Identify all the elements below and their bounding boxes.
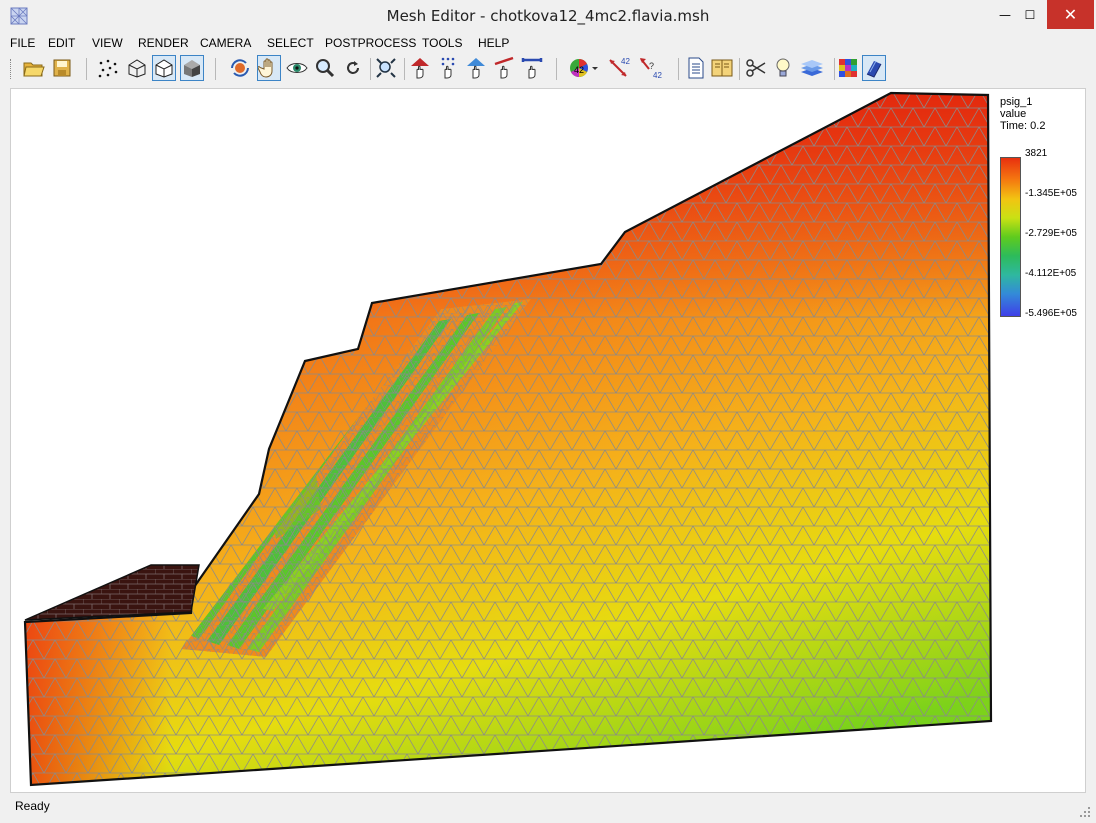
close-icon: ✕ — [1063, 5, 1078, 24]
query-icon[interactable]: ? 42 — [637, 55, 667, 81]
eye-view-icon[interactable] — [285, 55, 309, 81]
open-folder-icon[interactable] — [22, 55, 46, 81]
legend-time: Time: 0.2 — [1000, 120, 1046, 132]
mesh-viewport[interactable] — [10, 88, 1086, 793]
label-numbers-icon[interactable]: 42 — [607, 55, 637, 81]
menu-render[interactable]: RENDER — [138, 36, 189, 50]
color-wheel-icon[interactable]: 42 — [568, 55, 600, 81]
refresh-icon[interactable] — [341, 55, 365, 81]
pan-hand-icon[interactable] — [257, 55, 281, 81]
notebook-icon[interactable] — [710, 55, 734, 81]
maximize-icon: ☐ — [1024, 7, 1036, 22]
solid-view-icon[interactable] — [180, 55, 204, 81]
hidden-line-view-icon[interactable] — [152, 55, 176, 81]
status-text: Ready — [15, 799, 50, 813]
toolbar-separator — [86, 58, 87, 80]
toolbar-separator — [834, 58, 835, 80]
select-points-icon[interactable] — [436, 55, 460, 81]
lightbulb-icon[interactable] — [771, 55, 795, 81]
menu-select[interactable]: SELECT — [267, 36, 314, 50]
wireframe-view-icon[interactable] — [125, 55, 149, 81]
toolbar-separator — [678, 58, 679, 80]
select-element-icon[interactable] — [464, 55, 488, 81]
svg-text:42: 42 — [621, 57, 630, 66]
window-title: Mesh Editor - chotkova12_4mc2.flavia.msh — [386, 7, 710, 25]
save-icon[interactable] — [50, 55, 74, 81]
resize-grip-icon[interactable] — [1080, 807, 1090, 817]
points-view-icon[interactable] — [96, 55, 120, 81]
menu-help[interactable]: HELP — [478, 36, 510, 50]
toolbar-separator — [739, 58, 740, 80]
rotate-icon[interactable] — [228, 55, 252, 81]
zoom-fit-icon[interactable] — [374, 55, 398, 81]
layers-icon[interactable] — [799, 55, 825, 81]
legend: psig_1 value Time: 0.2 — [1000, 96, 1090, 132]
scale-tick: -2.729E+05 — [1025, 228, 1077, 239]
palette-grid-icon[interactable] — [836, 55, 860, 81]
title-bar: Mesh Editor - chotkova12_4mc2.flavia.msh… — [0, 0, 1096, 32]
scale-tick: -1.345E+05 — [1025, 188, 1077, 199]
menu-edit[interactable]: EDIT — [48, 36, 76, 50]
book-icon[interactable] — [862, 55, 886, 81]
mesh-app-icon — [10, 7, 28, 25]
svg-text:?: ? — [649, 61, 654, 71]
menu-file[interactable]: FILE — [10, 36, 36, 50]
legend-variable: psig_1 — [1000, 96, 1033, 108]
svg-text:42: 42 — [574, 65, 584, 75]
menu-camera[interactable]: CAMERA — [200, 36, 252, 50]
toolbar-separator — [215, 58, 216, 80]
scissors-icon[interactable] — [744, 55, 768, 81]
select-line-icon[interactable] — [492, 55, 516, 81]
toolbar-grip[interactable] — [10, 59, 14, 79]
minimize-icon: — — [999, 7, 1011, 22]
close-button[interactable]: ✕ — [1047, 0, 1094, 29]
mesh-plot[interactable] — [11, 89, 1085, 792]
scale-tick-min: -5.496E+05 — [1025, 308, 1077, 319]
color-scale-bar — [1000, 157, 1021, 317]
menu-bar: FILE EDIT VIEW RENDER CAMERA SELECT POST… — [10, 33, 518, 53]
menu-postprocess[interactable]: POSTPROCESS — [325, 36, 417, 50]
toolbar: 42 42 ? 42 — [10, 55, 1086, 85]
document-icon[interactable] — [684, 55, 708, 81]
scale-tick: -4.112E+05 — [1025, 268, 1077, 279]
scale-tick-max: 3821 — [1025, 148, 1048, 159]
menu-view[interactable]: VIEW — [92, 36, 123, 50]
zoom-icon[interactable] — [313, 55, 337, 81]
top-brick-layer — [24, 564, 200, 621]
menu-tools[interactable]: TOOLS — [422, 36, 463, 50]
mesh-body — [23, 91, 993, 787]
toolbar-separator — [404, 58, 405, 80]
svg-text:42: 42 — [653, 71, 662, 80]
toolbar-separator — [556, 58, 557, 80]
status-bar: Ready — [0, 796, 1096, 823]
legend-quantity: value — [1000, 108, 1027, 120]
maximize-button[interactable]: ☐ — [1015, 0, 1045, 29]
select-boundary-icon[interactable] — [520, 55, 544, 81]
minimize-button[interactable]: — — [990, 0, 1020, 29]
toolbar-separator — [370, 58, 371, 80]
select-node-icon[interactable] — [408, 55, 432, 81]
